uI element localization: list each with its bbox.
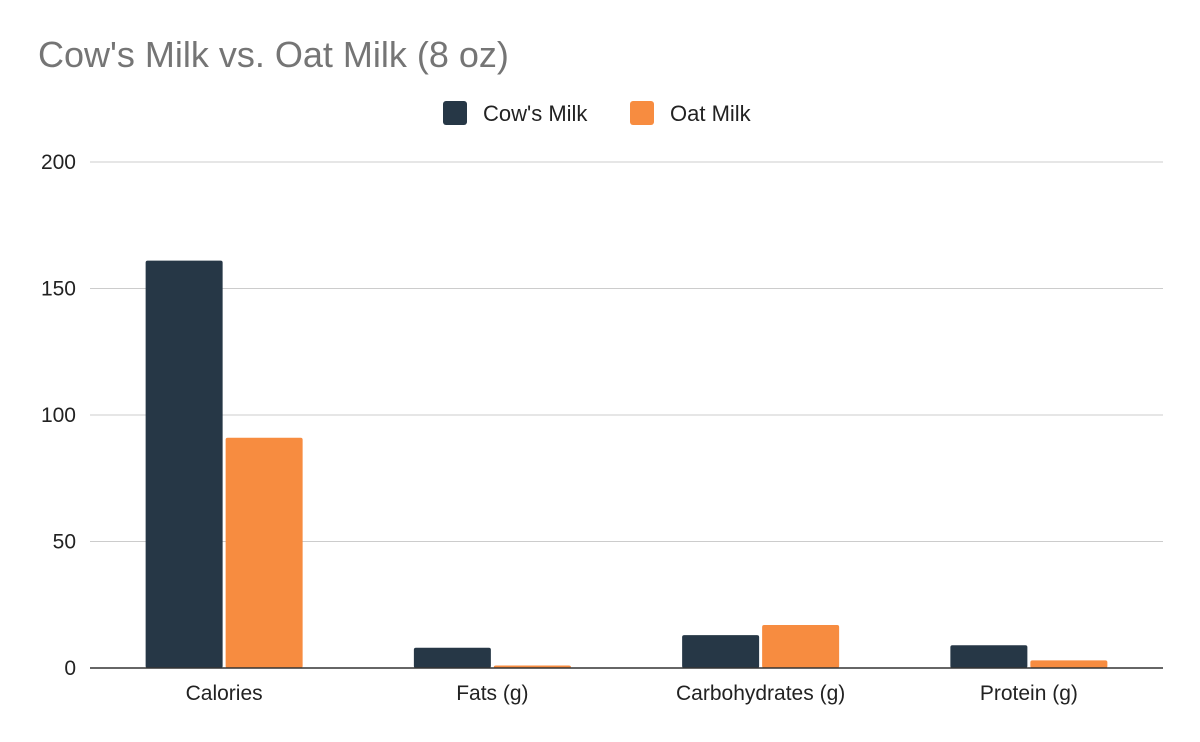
legend-swatch [443, 101, 467, 125]
x-tick-label: Carbohydrates (g) [676, 682, 845, 705]
x-tick-label: Protein (g) [980, 682, 1078, 705]
legend-swatch [630, 101, 654, 125]
legend-item: Cow's Milk [443, 101, 588, 126]
x-tick-label: Calories [186, 682, 263, 705]
bar-cow-s-milk-1 [413, 647, 491, 668]
bars [90, 260, 1163, 669]
legend-label: Oat Milk [670, 101, 752, 126]
chart-title: Cow's Milk vs. Oat Milk (8 oz) [38, 34, 509, 75]
y-tick-label: 0 [64, 657, 76, 680]
bar-cow-s-milk-2 [682, 635, 760, 668]
bar-oat-milk-2 [762, 624, 840, 668]
legend-label: Cow's Milk [483, 101, 588, 126]
y-axis-ticks: 0 50 100 150 200 [41, 151, 76, 680]
legend: Cow's Milk Oat Milk [443, 101, 752, 126]
bar-oat-milk-0 [225, 437, 303, 668]
y-tick-label: 150 [41, 278, 76, 301]
x-tick-label: Fats (g) [456, 682, 528, 705]
bar-oat-milk-3 [1030, 660, 1108, 668]
y-tick-label: 50 [53, 531, 76, 554]
bar-cow-s-milk-3 [950, 645, 1028, 668]
y-tick-label: 100 [41, 404, 76, 427]
legend-item: Oat Milk [630, 101, 752, 126]
y-tick-label: 200 [41, 151, 76, 174]
bar-cow-s-milk-0 [145, 260, 223, 668]
x-axis-ticks: Calories Fats (g) Carbohydrates (g) Protein… [186, 682, 1078, 705]
